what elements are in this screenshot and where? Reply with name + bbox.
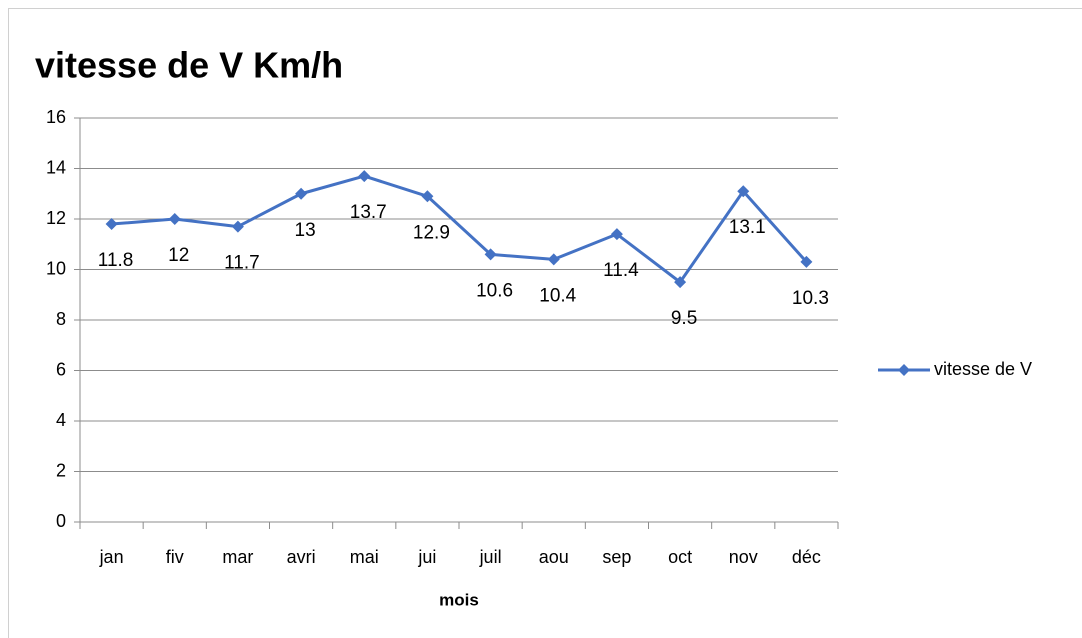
- data-label: 11.7: [224, 253, 260, 274]
- chart-title: vitesse de V Km/h: [35, 45, 343, 86]
- y-tick-label: 10: [46, 258, 66, 278]
- y-tick-label: 16: [46, 107, 66, 127]
- marker: [737, 185, 750, 198]
- x-tick-label: déc: [792, 547, 821, 567]
- data-label: 13.7: [350, 202, 387, 223]
- x-tick-label: avri: [287, 547, 316, 567]
- data-label: 12.9: [413, 222, 450, 243]
- marker: [295, 187, 308, 200]
- data-label: 10.6: [476, 280, 513, 301]
- y-tick-label: 4: [56, 410, 66, 430]
- x-tick-label: jan: [99, 547, 124, 567]
- x-tick-label: jui: [417, 547, 436, 567]
- marker: [484, 248, 497, 261]
- data-label: 11.4: [603, 260, 639, 281]
- x-tick-label: fiv: [166, 547, 184, 567]
- marker: [421, 190, 434, 203]
- data-label: 13: [295, 220, 316, 241]
- y-tick-label: 2: [56, 460, 66, 480]
- y-tick-label: 0: [56, 511, 66, 531]
- x-tick-label: mai: [350, 547, 379, 567]
- marker: [674, 276, 687, 289]
- marker: [358, 170, 371, 183]
- x-axis-title: mois: [439, 590, 479, 609]
- legend-label: vitesse de V: [934, 359, 1032, 379]
- data-label: 10.3: [792, 288, 829, 309]
- x-tick-label: nov: [729, 547, 758, 567]
- marker: [105, 218, 118, 231]
- x-tick-label: sep: [602, 547, 631, 567]
- x-tick-label: aou: [539, 547, 569, 567]
- series-line: [111, 174, 808, 284]
- marker: [231, 220, 244, 233]
- marker: [800, 255, 813, 268]
- y-tick-label: 6: [56, 359, 66, 379]
- x-tick-label: mar: [222, 547, 253, 567]
- data-label: 9.5: [671, 308, 697, 329]
- marker: [610, 228, 623, 241]
- y-tick-label: 8: [56, 309, 66, 329]
- legend-marker: [898, 364, 910, 376]
- data-label: 13.1: [729, 217, 766, 238]
- chart-border: [8, 8, 1082, 638]
- data-label: 12: [168, 245, 189, 266]
- x-tick-label: juil: [479, 547, 502, 567]
- y-tick-label: 12: [46, 208, 66, 228]
- x-tick-label: oct: [668, 547, 692, 567]
- marker: [168, 213, 181, 225]
- y-tick-label: 14: [46, 157, 66, 177]
- marker: [547, 253, 560, 266]
- data-label: 11.8: [98, 250, 134, 271]
- data-label: 10.4: [539, 285, 576, 306]
